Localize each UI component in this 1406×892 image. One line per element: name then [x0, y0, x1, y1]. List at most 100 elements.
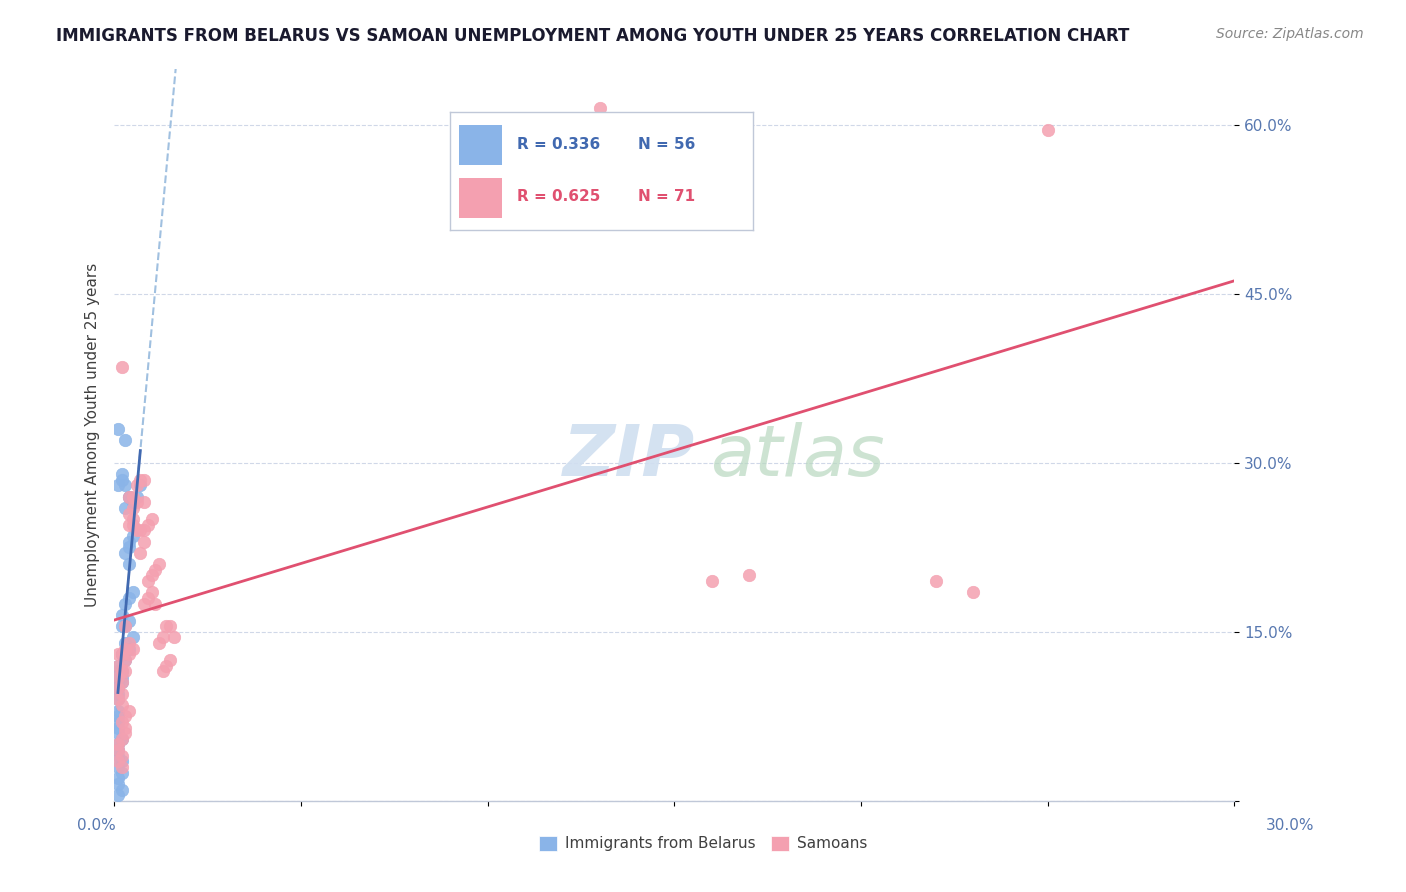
Point [111, 731, 134, 746]
Point [148, 636, 170, 650]
Point [141, 512, 163, 526]
Point [111, 765, 134, 780]
Point [118, 507, 141, 521]
Point [114, 653, 136, 667]
Point [121, 512, 143, 526]
Point [111, 670, 134, 684]
Point [118, 490, 141, 504]
Point [129, 524, 152, 538]
Point [132, 534, 155, 549]
Point [114, 636, 136, 650]
Point [107, 771, 129, 785]
Point [141, 585, 163, 599]
Point [107, 692, 129, 706]
Point [111, 607, 134, 622]
Text: atlas: atlas [710, 422, 884, 491]
Point [129, 546, 152, 560]
Point [107, 704, 129, 718]
Point [111, 359, 134, 374]
Text: ZIP: ZIP [564, 422, 696, 491]
Point [121, 495, 143, 509]
Point [111, 648, 134, 662]
Point [111, 664, 134, 678]
Point [152, 631, 174, 645]
Point [163, 631, 186, 645]
Point [114, 653, 136, 667]
Point [118, 614, 141, 628]
Point [121, 500, 143, 515]
Point [111, 748, 134, 763]
Point [107, 755, 129, 769]
Point [155, 619, 177, 633]
Point [136, 517, 159, 532]
Point [107, 777, 129, 791]
Point [107, 743, 129, 757]
Point [111, 714, 134, 729]
Point [551, 118, 574, 132]
Point [118, 636, 141, 650]
Point [118, 517, 141, 532]
Point [159, 619, 181, 633]
Point [114, 721, 136, 735]
Point [136, 574, 159, 588]
Point [125, 495, 148, 509]
Point [152, 664, 174, 678]
Point [107, 681, 129, 695]
Point [111, 467, 134, 481]
Point [107, 748, 129, 763]
Point [125, 524, 148, 538]
Point [121, 529, 143, 543]
Point [107, 788, 129, 802]
Point [107, 738, 129, 752]
Point [107, 743, 129, 757]
Point [107, 658, 129, 673]
Point [107, 670, 129, 684]
Point [111, 675, 134, 690]
Point [111, 664, 134, 678]
Point [132, 495, 155, 509]
Legend: Immigrants from Belarus, Samoans: Immigrants from Belarus, Samoans [533, 830, 873, 857]
Y-axis label: Unemployment Among Youth under 25 years: Unemployment Among Youth under 25 years [86, 262, 100, 607]
Point [114, 726, 136, 740]
Point [121, 641, 143, 656]
Point [118, 704, 141, 718]
Point [107, 692, 129, 706]
Point [111, 675, 134, 690]
Point [107, 760, 129, 774]
Point [132, 524, 155, 538]
Point [125, 478, 148, 492]
Point [700, 574, 723, 588]
Point [114, 597, 136, 611]
Point [121, 490, 143, 504]
Point [136, 591, 159, 605]
Point [114, 664, 136, 678]
Text: 0.0%: 0.0% [77, 818, 117, 832]
Point [111, 731, 134, 746]
Point [114, 478, 136, 492]
Point [107, 478, 129, 492]
Point [107, 648, 129, 662]
Point [148, 558, 170, 572]
Point [114, 619, 136, 633]
Point [111, 648, 134, 662]
Point [107, 422, 129, 436]
Point [107, 709, 129, 723]
Point [143, 563, 166, 577]
Point [118, 490, 141, 504]
Point [111, 755, 134, 769]
Point [107, 670, 129, 684]
Point [118, 641, 141, 656]
Point [111, 687, 134, 701]
Point [107, 721, 129, 735]
Point [121, 585, 143, 599]
Point [111, 619, 134, 633]
Text: Source: ZipAtlas.com: Source: ZipAtlas.com [1216, 27, 1364, 41]
Point [107, 658, 129, 673]
Point [141, 568, 163, 582]
Point [111, 473, 134, 487]
Point [114, 546, 136, 560]
Point [143, 597, 166, 611]
Point [111, 648, 134, 662]
Point [129, 478, 152, 492]
Point [121, 631, 143, 645]
